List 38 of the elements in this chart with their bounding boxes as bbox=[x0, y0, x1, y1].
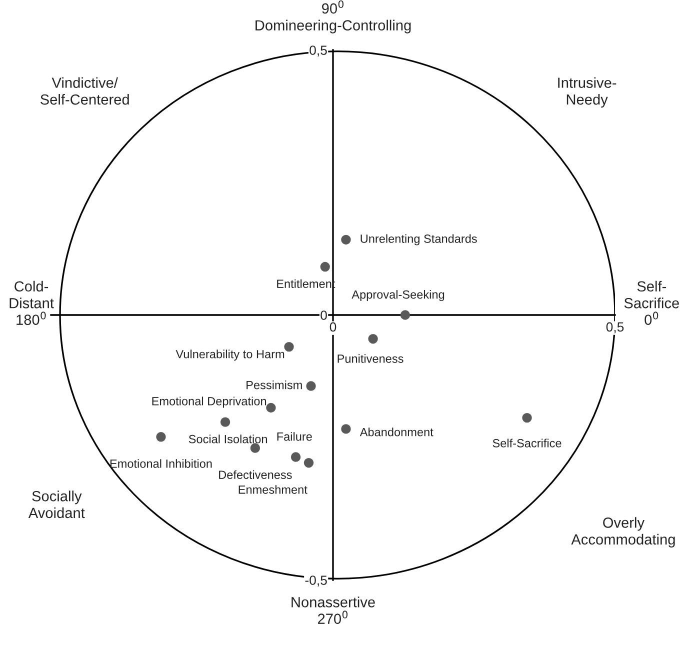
annotation: Cold- Distant 180$^{0}$ bbox=[10, 280, 54, 325]
annotation: Overly Accommodating bbox=[571, 517, 675, 548]
annotation: Self-Sacrifice bbox=[492, 438, 562, 448]
text: Nonassertive 270$^{0}$ bbox=[292, 596, 375, 624]
point bbox=[220, 417, 230, 427]
annotation: Emotional Inhibition bbox=[110, 459, 212, 468]
point bbox=[290, 452, 301, 462]
point bbox=[320, 262, 330, 272]
y-tick-label: -0,5 bbox=[305, 576, 327, 586]
annotation: Defectiveness bbox=[219, 470, 292, 479]
text: 90$^{0}$ Domineering-Controlling bbox=[256, 0, 411, 34]
annotation: Emotional Deprivation bbox=[152, 396, 266, 408]
point bbox=[266, 402, 276, 413]
annotation: Punitiveness bbox=[338, 354, 404, 363]
annotation: Failure bbox=[277, 432, 312, 441]
annotation: Social Isolation bbox=[188, 434, 267, 444]
annotation: Approval-Seeking bbox=[352, 290, 444, 302]
y-tick-label: 0 bbox=[320, 310, 327, 320]
annotation: Pessimism bbox=[246, 380, 302, 390]
point bbox=[304, 458, 314, 468]
point bbox=[250, 443, 260, 453]
point bbox=[522, 412, 532, 423]
annotation: Vindictive/ Self-Centered bbox=[40, 77, 129, 105]
annotation: Abandonment bbox=[360, 428, 434, 436]
point bbox=[306, 381, 316, 391]
annotation: Vulnerability to Harm bbox=[176, 350, 284, 361]
point bbox=[400, 310, 410, 320]
y-tick-label: 0,5 bbox=[310, 46, 327, 56]
annotation: Enmeshment bbox=[238, 485, 308, 494]
point bbox=[368, 334, 378, 344]
annotation: Intrusive- Needy bbox=[558, 77, 616, 108]
annotation: Socially Avoidant bbox=[28, 490, 85, 518]
point bbox=[156, 432, 166, 442]
annotation: Unrelenting Standards bbox=[360, 234, 477, 246]
point bbox=[341, 234, 351, 245]
point bbox=[284, 342, 294, 352]
text: Self- Sacrifice 0$^{0}$ bbox=[624, 280, 679, 325]
point bbox=[341, 424, 351, 434]
